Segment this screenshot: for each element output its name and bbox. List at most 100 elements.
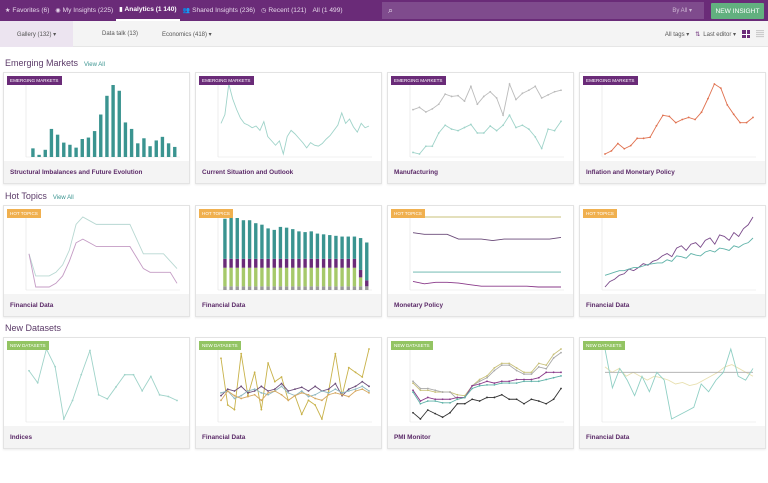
insight-card[interactable]: NEW DATASETS Indices bbox=[3, 337, 190, 449]
series-line bbox=[220, 83, 370, 156]
card-title[interactable]: Current Situation and Outlook bbox=[196, 161, 381, 183]
bar bbox=[223, 286, 227, 290]
data-point bbox=[419, 418, 422, 420]
tab-gallery[interactable]: Gallery (132) ▾ bbox=[0, 21, 73, 47]
card-title[interactable]: Financial Data bbox=[196, 426, 381, 448]
card-title[interactable]: Financial Data bbox=[196, 294, 381, 316]
card-title[interactable]: Inflation and Monetary Policy bbox=[580, 161, 765, 183]
view-controls: All tags ▾ ⇅ Last editor ▾ bbox=[665, 21, 764, 47]
card-title[interactable]: Indices bbox=[4, 426, 189, 448]
data-point bbox=[457, 94, 459, 97]
data-point bbox=[500, 393, 503, 396]
data-point bbox=[97, 393, 100, 396]
bar bbox=[235, 218, 239, 259]
bar bbox=[272, 229, 276, 259]
category-tag: NEW DATASETS bbox=[391, 341, 433, 350]
search-bar[interactable]: ⌕ By All ▾ bbox=[382, 2, 704, 19]
nav-item-analytics[interactable]: ▮ Analytics (1 140) bbox=[116, 0, 180, 21]
nav-item-shared-insights[interactable]: 👥 Shared Insights (236) bbox=[180, 0, 259, 21]
nav-item-all[interactable]: All (1 499) bbox=[310, 0, 346, 21]
tab-data-talk[interactable]: Data talk (13) bbox=[102, 31, 139, 37]
data-point bbox=[149, 375, 152, 378]
nav-item-recent[interactable]: ◷ Recent (121) bbox=[258, 0, 309, 21]
nav-item-favorites[interactable]: ★ Favorites (6) bbox=[2, 0, 52, 21]
data-point bbox=[649, 136, 651, 139]
data-point bbox=[62, 418, 65, 420]
bar bbox=[278, 286, 283, 290]
insight-card[interactable]: EMERGING MARKETS Manufacturing bbox=[387, 72, 574, 184]
view-all-link[interactable]: View All bbox=[84, 62, 105, 68]
data-point bbox=[687, 116, 690, 119]
insight-card[interactable]: NEW DATASETS PMI Monitor bbox=[387, 337, 574, 449]
bar bbox=[43, 149, 47, 157]
data-point bbox=[437, 132, 440, 134]
data-point bbox=[132, 373, 135, 376]
search-icon[interactable]: ⌕ bbox=[388, 5, 394, 15]
data-point bbox=[368, 348, 370, 350]
card-title[interactable]: Financial Data bbox=[580, 294, 765, 316]
insight-card[interactable]: HOT TOPICS Financial Data bbox=[3, 205, 190, 317]
data-point bbox=[493, 382, 496, 385]
data-point bbox=[419, 400, 422, 402]
data-point bbox=[493, 396, 496, 399]
bar bbox=[235, 267, 239, 287]
data-point bbox=[552, 371, 555, 374]
data-point bbox=[530, 398, 533, 401]
data-point bbox=[471, 387, 474, 390]
data-point bbox=[412, 108, 414, 111]
data-point bbox=[450, 128, 453, 131]
data-point bbox=[552, 357, 555, 359]
data-point bbox=[668, 115, 671, 118]
nav-label: All (1 499) bbox=[312, 7, 343, 14]
nav-item-my-insights[interactable]: ◉ My Insights (225) bbox=[52, 0, 116, 21]
insight-card[interactable]: NEW DATASETS Financial Data bbox=[195, 337, 382, 449]
data-point bbox=[361, 376, 364, 378]
nav-label: Analytics (1 140) bbox=[124, 6, 177, 13]
view-all-link[interactable]: View All bbox=[52, 195, 74, 201]
bar bbox=[37, 154, 41, 157]
data-point bbox=[642, 137, 645, 140]
category-tag: HOT TOPICS bbox=[391, 209, 425, 218]
insight-card[interactable]: HOT TOPICS Monetary Policy bbox=[387, 205, 574, 317]
bar bbox=[31, 148, 35, 157]
grid-view-icon[interactable] bbox=[742, 30, 750, 38]
data-point bbox=[449, 398, 451, 401]
insight-card[interactable]: EMERGING MARKETS Current Situation and Ou… bbox=[195, 72, 382, 184]
data-point bbox=[540, 147, 543, 150]
data-point bbox=[334, 382, 337, 385]
all-tags-filter[interactable]: All tags ▾ bbox=[664, 31, 690, 38]
data-point bbox=[368, 385, 370, 388]
data-point bbox=[486, 376, 488, 379]
last-editor-sort[interactable]: Last editor ▾ bbox=[703, 31, 736, 38]
data-point bbox=[515, 378, 518, 381]
card-title[interactable]: Structural Imbalances and Future Evoluti… bbox=[4, 161, 189, 183]
nav-label: Favorites (6) bbox=[12, 7, 50, 14]
bar bbox=[278, 267, 283, 287]
data-point bbox=[354, 385, 357, 388]
insight-card[interactable]: EMERGING MARKETS Structural Imbalances an… bbox=[3, 72, 190, 184]
new-insight-button[interactable]: NEW INSIGHT bbox=[711, 3, 764, 19]
list-view-icon[interactable] bbox=[756, 30, 764, 38]
insight-card[interactable]: HOT TOPICS Financial Data bbox=[195, 205, 382, 317]
card-title[interactable]: PMI Monitor bbox=[388, 426, 573, 448]
bar bbox=[247, 220, 252, 259]
data-point bbox=[545, 364, 548, 367]
card-title[interactable]: Manufacturing bbox=[388, 161, 573, 183]
insight-card[interactable]: HOT TOPICS Financial Data bbox=[579, 205, 766, 317]
tab-economics[interactable]: Economics (418) ▾ bbox=[162, 31, 212, 38]
card-title[interactable]: Financial Data bbox=[580, 426, 765, 448]
bar bbox=[284, 258, 289, 268]
card-title[interactable]: Financial Data bbox=[4, 294, 189, 316]
sort-control[interactable]: ⇅ Last editor ▾ bbox=[695, 31, 736, 38]
data-point bbox=[307, 390, 310, 392]
data-point bbox=[434, 389, 437, 392]
insight-card[interactable]: EMERGING MARKETS Inflation and Monetary P… bbox=[579, 72, 766, 184]
data-point bbox=[489, 90, 492, 93]
data-point bbox=[508, 362, 511, 365]
bar bbox=[223, 218, 227, 259]
search-scope-dropdown[interactable]: By All ▾ bbox=[672, 8, 692, 14]
data-point bbox=[220, 391, 222, 394]
insight-card[interactable]: NEW DATASETS Financial Data bbox=[579, 337, 766, 449]
bar bbox=[346, 267, 350, 287]
card-title[interactable]: Monetary Policy bbox=[388, 294, 573, 316]
